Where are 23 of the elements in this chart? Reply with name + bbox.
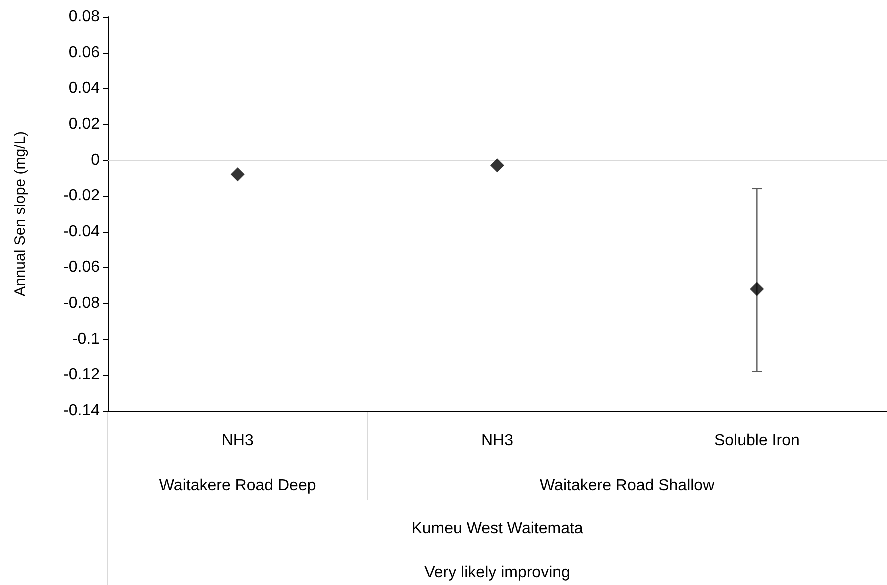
y-tick-label: 0.06 xyxy=(68,44,100,62)
y-tick-label: 0.08 xyxy=(68,8,100,26)
x-tick-label: NH3 xyxy=(481,432,514,450)
point xyxy=(750,282,764,296)
y-tick-label: -0.04 xyxy=(64,223,100,240)
text: Very likely improving xyxy=(424,564,570,582)
y-axis-title: Annual Sen slope (mg/L) xyxy=(12,131,29,297)
y-tick-label: 0.02 xyxy=(68,116,100,133)
y-tick-label: -0.08 xyxy=(64,295,100,312)
y-tick-label: -0.02 xyxy=(64,188,100,205)
y-tick-label: -0.14 xyxy=(64,402,100,420)
point xyxy=(230,168,245,182)
x-tick-label: NH3 xyxy=(222,432,254,450)
y-tick-label: 0 xyxy=(91,152,100,169)
point xyxy=(490,158,504,173)
text: Waitakere Road Shallow xyxy=(540,478,716,494)
text: Waitakere Road Deep xyxy=(159,478,316,494)
y-tick-label: -0.1 xyxy=(72,330,100,348)
y-tick-label: 0.04 xyxy=(68,80,100,98)
y-tick-label: -0.12 xyxy=(64,366,100,384)
y-tick-label: -0.06 xyxy=(64,259,100,276)
text: Kumeu West Waitemata xyxy=(412,520,584,538)
x-tick-label: Soluble Iron xyxy=(714,432,800,450)
